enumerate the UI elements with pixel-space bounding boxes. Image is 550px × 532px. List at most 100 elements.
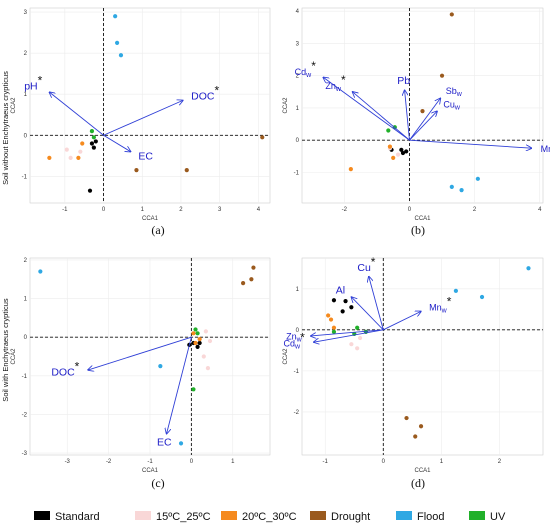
data-point [400,150,406,156]
legend-swatch [34,511,50,520]
y-tick-label: 2 [296,74,300,80]
y-tick-label: 0 [296,138,300,144]
vector-arrow [49,92,104,136]
legend-label: UV [490,511,506,523]
data-point [331,298,337,303]
data-point [479,294,485,300]
vector-label: Pb [397,75,410,87]
vector-arrow [88,336,192,370]
data-point [331,329,337,334]
data-point [357,335,363,341]
data-point [413,434,418,439]
x-tick-label: -2 [342,207,348,213]
x-tick-label: 0 [408,207,412,213]
data-point [205,365,211,371]
data-point [89,141,95,146]
y-axis-label: CCA2 [11,348,17,365]
data-point [349,342,354,347]
data-point [260,135,265,140]
legend-swatch [135,511,151,520]
data-point [387,144,393,149]
data-point [201,354,206,359]
data-point [80,141,85,146]
data-point [195,331,200,336]
plot-area [301,7,544,204]
data-point [87,188,93,193]
plot-area [29,7,271,204]
vector-label: Al [336,285,345,297]
y-tick-label: 1 [24,92,28,98]
data-point [439,73,445,78]
y-tick-label: -1 [294,369,300,375]
data-point [197,340,202,346]
data-point [349,305,354,310]
data-point [418,424,424,429]
x-tick-label: 1 [440,459,444,465]
legend-swatch [469,511,485,520]
data-point [91,145,96,150]
data-point [89,129,95,134]
data-point [395,152,401,157]
data-point [91,135,96,140]
data-point [386,128,391,133]
vector-label: EC [138,150,153,162]
legend-swatch [310,511,326,520]
x-tick-label: 1 [231,459,235,465]
vector-arrow [369,276,384,330]
data-point [193,340,198,346]
data-point [331,325,337,330]
vector-arrow [409,139,531,148]
legend-label: Drought [331,511,370,523]
data-point [76,155,81,160]
data-point [193,327,198,332]
vector-label: EC [157,436,172,448]
data-point [404,415,409,421]
vector-arrow [405,90,410,141]
data-point [184,168,189,173]
x-tick-label: -1 [147,459,153,465]
vector-arrow [323,77,410,141]
x-tick-label: 4 [257,207,261,213]
vector-arrow [352,92,410,141]
data-point [113,14,118,19]
y-tick-label: 0 [296,328,300,334]
x-tick-label: 0 [102,207,106,213]
y-tick-label: 1 [296,287,300,293]
data-point [93,139,98,144]
legend: Standard 15ºC_25ºC 20ºC_30ºC Drought Flood UV [34,511,506,523]
vector-label: Mnw* [541,136,550,156]
data-point [326,313,331,318]
row-label-top: Soil without Enchytraeus crypticus [1,71,10,185]
data-point [158,364,163,369]
y-tick-label: -1 [22,374,28,380]
data-point [191,387,196,392]
data-point [207,338,213,344]
data-point [449,12,454,17]
data-point [78,149,83,154]
x-tick-label: 0 [382,459,386,465]
data-point [64,147,69,152]
data-point [118,53,124,58]
vector-arrow [351,297,384,331]
data-point [355,346,360,351]
panel-label: (c) [151,476,164,490]
y-tick-label: 1 [296,106,300,112]
y-axis-label: CCA2 [283,97,289,114]
x-tick-label: 3 [218,207,222,213]
y-tick-label: -3 [22,451,28,457]
y-tick-label: -2 [22,412,28,418]
x-axis-label: CCA1 [414,468,431,474]
y-tick-label: 2 [24,258,28,264]
y-axis-label: CCA2 [11,97,17,114]
legend-label: Standard [55,511,100,523]
panel-label: (d) [411,476,425,490]
x-tick-label: 2 [179,207,183,213]
data-point [420,109,425,114]
legend-swatch [396,511,412,520]
data-point [526,266,531,271]
y-tick-label: 4 [296,9,300,15]
data-point [178,441,184,446]
data-point [203,329,208,334]
